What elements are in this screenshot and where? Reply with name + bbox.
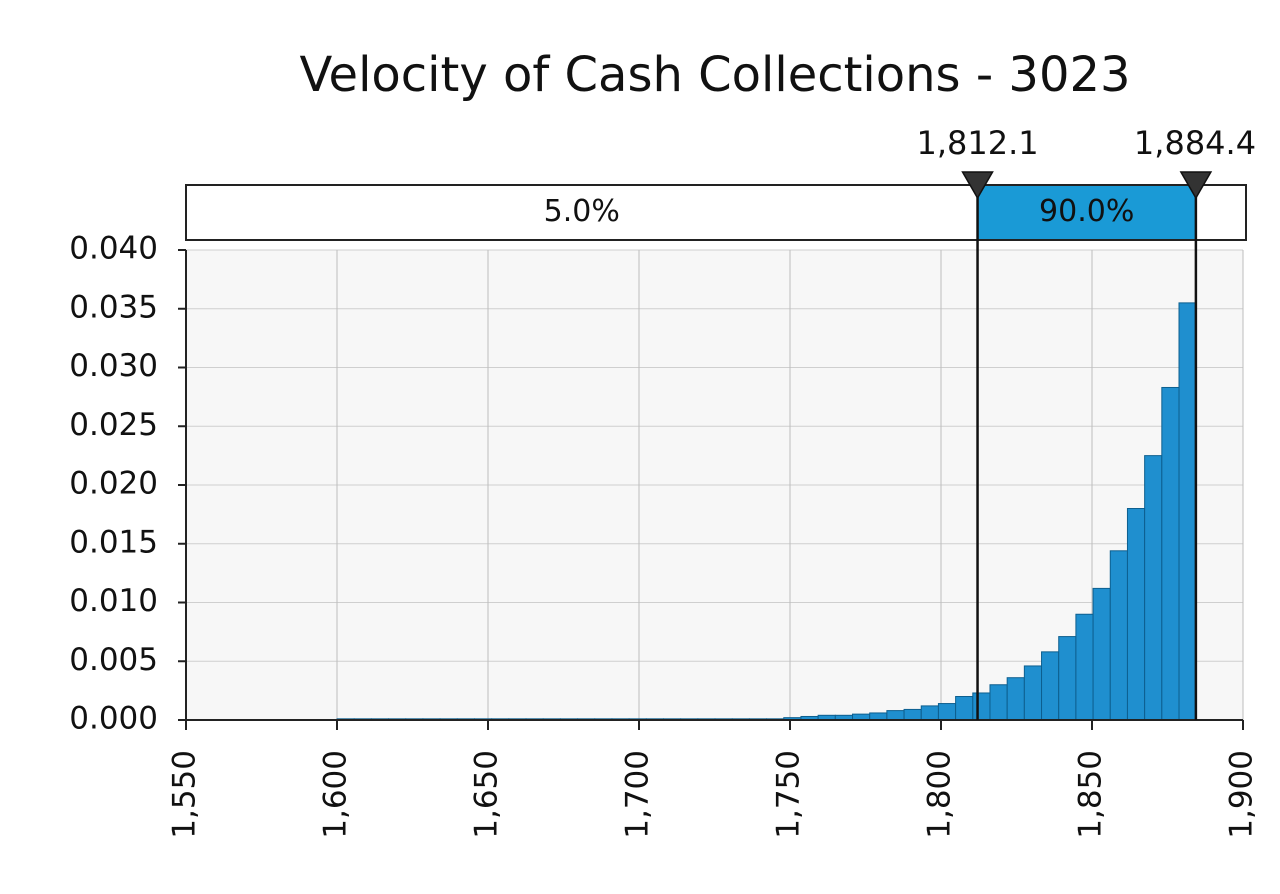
bar bbox=[937, 703, 957, 721]
y-tick-label: 0.000 bbox=[69, 701, 158, 737]
chart-title: Velocity of Cash Collections - 3023 bbox=[299, 47, 1130, 103]
bar bbox=[920, 705, 939, 721]
y-tick-label: 0.035 bbox=[69, 289, 158, 325]
bar bbox=[1178, 302, 1197, 721]
bar bbox=[1041, 651, 1060, 721]
x-tick-label: 1,800 bbox=[922, 750, 958, 839]
y-tick-label: 0.020 bbox=[69, 466, 158, 502]
x-tick-label: 1,650 bbox=[469, 750, 505, 839]
bar bbox=[1023, 665, 1043, 721]
delimiter-label: 1,884.4 bbox=[1134, 124, 1256, 162]
bar bbox=[1126, 508, 1146, 721]
delimiter-label: 1,812.1 bbox=[916, 124, 1038, 162]
x-tick-label: 1,750 bbox=[771, 750, 807, 839]
bar bbox=[1161, 386, 1180, 721]
x-tick-label: 1,600 bbox=[318, 750, 354, 839]
y-tick-label: 0.025 bbox=[69, 407, 158, 443]
x-tick-label: 1,700 bbox=[620, 750, 656, 839]
band-label: 5.0% bbox=[544, 194, 620, 229]
bar bbox=[886, 710, 905, 721]
x-tick-label: 1,550 bbox=[167, 750, 203, 839]
y-tick-label: 0.015 bbox=[69, 524, 158, 560]
band-label: 90.0% bbox=[1039, 194, 1134, 229]
y-tick-label: 0.005 bbox=[69, 642, 158, 678]
bar bbox=[1075, 613, 1094, 721]
delimiter-marker bbox=[961, 171, 994, 200]
band-middle bbox=[977, 186, 1196, 239]
bar bbox=[1092, 587, 1111, 721]
bar bbox=[972, 692, 991, 721]
bar bbox=[1109, 550, 1128, 721]
x-tick-label: 1,850 bbox=[1073, 750, 1109, 839]
bar bbox=[869, 712, 888, 721]
bar bbox=[1058, 636, 1077, 721]
delimiter-marker bbox=[1179, 171, 1213, 200]
y-tick-label: 0.040 bbox=[69, 231, 158, 267]
bar bbox=[989, 684, 1008, 721]
y-tick-label: 0.030 bbox=[69, 348, 158, 384]
x-tick-label: 1,900 bbox=[1224, 750, 1260, 839]
bar bbox=[1144, 455, 1163, 721]
bar bbox=[1006, 677, 1025, 721]
y-tick-label: 0.010 bbox=[69, 583, 158, 619]
bar bbox=[955, 696, 974, 721]
bar bbox=[903, 708, 922, 721]
